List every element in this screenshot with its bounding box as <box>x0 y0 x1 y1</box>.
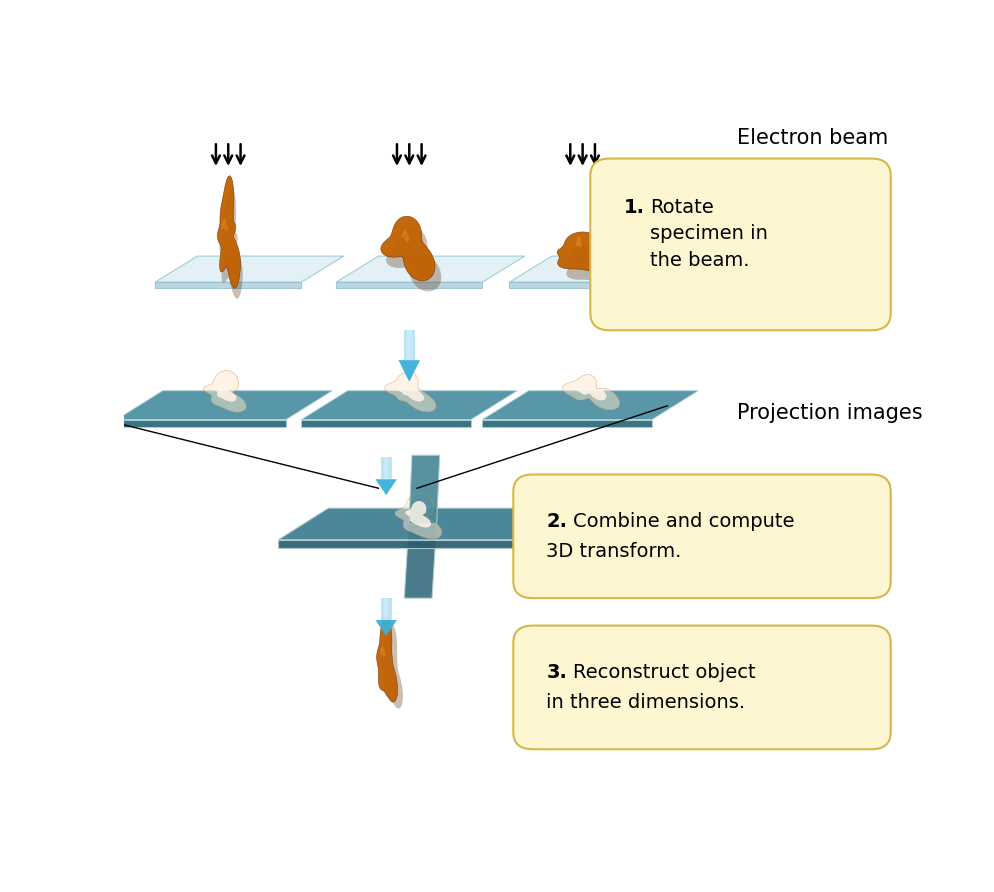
Polygon shape <box>386 227 441 292</box>
Polygon shape <box>382 624 403 708</box>
Text: 2.: 2. <box>547 512 568 531</box>
Polygon shape <box>576 236 582 247</box>
Polygon shape <box>336 256 525 282</box>
Polygon shape <box>384 599 389 620</box>
Polygon shape <box>380 647 386 657</box>
Polygon shape <box>401 229 410 242</box>
Polygon shape <box>221 219 229 231</box>
Polygon shape <box>376 479 397 495</box>
Polygon shape <box>575 380 606 401</box>
Polygon shape <box>563 375 619 410</box>
Polygon shape <box>510 256 698 282</box>
Polygon shape <box>116 419 286 427</box>
Polygon shape <box>204 370 247 412</box>
Polygon shape <box>278 540 517 548</box>
Polygon shape <box>405 524 436 599</box>
Polygon shape <box>557 232 613 272</box>
Text: Reconstruct object: Reconstruct object <box>573 663 755 681</box>
Text: Projection images: Projection images <box>737 402 922 423</box>
Text: in three dimensions.: in three dimensions. <box>547 693 746 712</box>
Text: 3.: 3. <box>547 663 568 681</box>
FancyBboxPatch shape <box>513 475 891 599</box>
Polygon shape <box>407 330 412 360</box>
Polygon shape <box>381 458 392 479</box>
Polygon shape <box>213 377 237 401</box>
Polygon shape <box>482 391 698 419</box>
FancyBboxPatch shape <box>513 625 891 749</box>
Polygon shape <box>155 256 344 282</box>
Polygon shape <box>301 419 471 427</box>
Text: 1.: 1. <box>623 198 644 217</box>
Polygon shape <box>385 372 436 412</box>
Polygon shape <box>220 187 243 299</box>
Polygon shape <box>218 176 241 288</box>
Polygon shape <box>566 243 623 283</box>
Polygon shape <box>406 501 431 527</box>
Polygon shape <box>301 391 517 419</box>
Text: Combine and compute: Combine and compute <box>573 512 794 531</box>
Polygon shape <box>395 493 442 539</box>
Text: Electron beam: Electron beam <box>737 128 888 148</box>
Polygon shape <box>482 419 652 427</box>
Polygon shape <box>510 282 656 288</box>
Polygon shape <box>336 282 482 288</box>
Polygon shape <box>116 391 332 419</box>
Polygon shape <box>376 620 397 636</box>
Polygon shape <box>409 455 439 524</box>
FancyBboxPatch shape <box>590 159 891 330</box>
Polygon shape <box>278 508 568 540</box>
Polygon shape <box>404 330 414 360</box>
Text: 3D transform.: 3D transform. <box>547 542 682 561</box>
Polygon shape <box>155 282 301 288</box>
Polygon shape <box>381 216 435 281</box>
Polygon shape <box>377 616 398 702</box>
Polygon shape <box>399 360 420 382</box>
Text: Rotate
specimen in
the beam.: Rotate specimen in the beam. <box>650 198 767 269</box>
Polygon shape <box>384 458 389 479</box>
Polygon shape <box>381 599 392 620</box>
Polygon shape <box>396 378 424 401</box>
